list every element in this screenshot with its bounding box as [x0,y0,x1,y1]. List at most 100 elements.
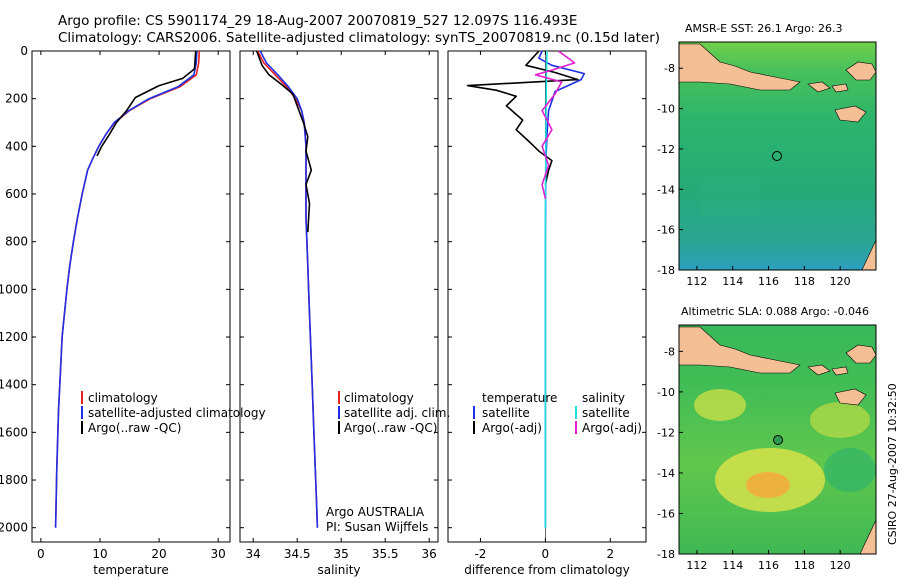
series-line [544,50,548,528]
java-land [679,43,801,91]
x-tick-label: 0 [542,547,550,561]
sla-map-frame [678,324,877,555]
x-tick-label: 34.5 [284,547,311,561]
legend-label: climatology [88,391,158,405]
sla-orange-anomaly [746,472,790,498]
x-tick-label: 112 [686,275,707,288]
salinity-plot: 34 34.5 35 35.5 36 salinity [240,50,438,577]
series-line [259,50,319,528]
sumbawa-land [845,344,876,364]
x-tick-label: 36 [422,547,437,561]
y-tick-label: -14 [657,183,675,196]
series-line [96,50,197,157]
sla-map-axes: 112 114 116 118 120 -8 -10 -12 -14 -16 -18 [657,345,851,572]
x-tick-label: 30 [211,547,226,561]
legend-label: satellite-adjusted climatology [88,406,266,420]
x-axis-label: salinity [317,563,360,577]
y-tick-label: -16 [657,507,675,520]
temperature-plot-frame [31,50,231,543]
sst-map-title: AMSR-E SST: 26.1 Argo: 26.3 [685,22,843,35]
y-tick-label: 800 [5,235,28,249]
figure-title-line1: Argo profile: CS 5901174_29 18-Aug-2007 … [58,13,577,29]
sumbawa-land [845,61,876,81]
sumba-land [834,105,867,123]
x-tick-label: 10 [92,547,107,561]
x-tick-label: -2 [474,547,486,561]
y-tick-label: 1800 [0,473,28,487]
difference-plot: -2 0 2 difference from climatology [448,50,646,577]
x-tick-label: 35.5 [372,547,399,561]
x-tick-label: 120 [830,559,851,572]
sst-map [679,42,876,270]
sla-yellow-anomaly [694,389,746,421]
x-tick-label: 118 [794,559,815,572]
y-tick-label: 400 [5,139,28,153]
sst-map-axes: 112 114 116 118 120 -8 -10 -12 -14 -16 -18 [657,62,851,288]
legend-label: Argo(..raw -QC) [88,421,181,435]
x-tick-label: 114 [722,275,743,288]
argo-location-marker [773,435,783,445]
y-tick-label: 1000 [0,282,28,296]
x-tick-label: 116 [758,559,779,572]
sst-warm-patch [700,175,760,215]
y-tick-label: 1200 [0,330,28,344]
annotation-pi: PI: Susan Wijffels [326,520,428,534]
x-tick-label: 116 [758,275,779,288]
salinity-legend: climatology satellite adj. clim. Argo(..… [326,391,450,534]
bali-lombok-land [807,81,849,93]
x-axis-label: difference from climatology [464,563,630,577]
y-tick-label: 1400 [0,378,28,392]
y-tick-label: -14 [657,467,675,480]
y-tick-label: -10 [657,103,675,116]
x-tick-label: 120 [830,275,851,288]
series-line [54,50,201,528]
y-tick-label: -18 [657,548,675,561]
legend-label: Argo(-adj) [582,421,642,435]
y-tick-label: -8 [664,62,675,75]
series-line [466,50,579,185]
salinity-plot-frame [239,50,439,543]
y-tick-label: 600 [5,187,28,201]
figure-title-line2: Climatology: CARS2006. Satellite-adjuste… [58,30,660,46]
legend-label: satellite [482,406,530,420]
side-credit: CSIRO 27-Aug-2007 10:32:50 [886,383,899,545]
y-tick-label: -18 [657,264,675,277]
legend-label: Argo(..raw -QC) [344,421,437,435]
legend-header-salinity: salinity [582,391,625,405]
y-tick-label: 1600 [0,425,28,439]
x-tick-label: 118 [794,275,815,288]
x-tick-label: 114 [722,559,743,572]
y-tick-label: -8 [664,345,675,358]
sumba-land [834,388,867,406]
y-tick-label: -16 [657,224,675,237]
x-tick-label: 112 [686,559,707,572]
sst-map-frame [678,41,877,271]
bali-lombok-land [807,364,849,376]
sla-map-title: Altimetric SLA: 0.088 Argo: -0.046 [681,305,869,318]
legend-label: Argo(-adj) [482,421,542,435]
series-line [54,50,198,528]
y-tick-label: 0 [20,44,28,58]
y-tick-label: 2000 [0,521,28,535]
australia-coast [859,519,876,554]
y-tick-label: -12 [657,143,675,156]
series-line [534,50,576,199]
annotation-argo-australia: Argo AUSTRALIA [326,505,425,519]
y-tick-label: 200 [5,92,28,106]
difference-legend: temperature salinity satellite Argo(-adj… [473,391,642,435]
y-tick-label: -10 [657,386,675,399]
legend-header-temperature: temperature [482,391,557,405]
x-tick-label: 2 [606,547,614,561]
x-tick-label: 35 [334,547,349,561]
legend-label: satellite [582,406,630,420]
x-tick-label: 0 [37,547,45,561]
legend-label: satellite adj. clim. [344,406,450,420]
sla-green-anomaly [824,448,876,492]
argo-location-marker [772,151,782,161]
series-line [255,50,313,233]
sla-map [679,325,876,554]
x-tick-label: 20 [151,547,166,561]
x-tick-label: 34 [246,547,261,561]
australia-coast [861,239,876,270]
